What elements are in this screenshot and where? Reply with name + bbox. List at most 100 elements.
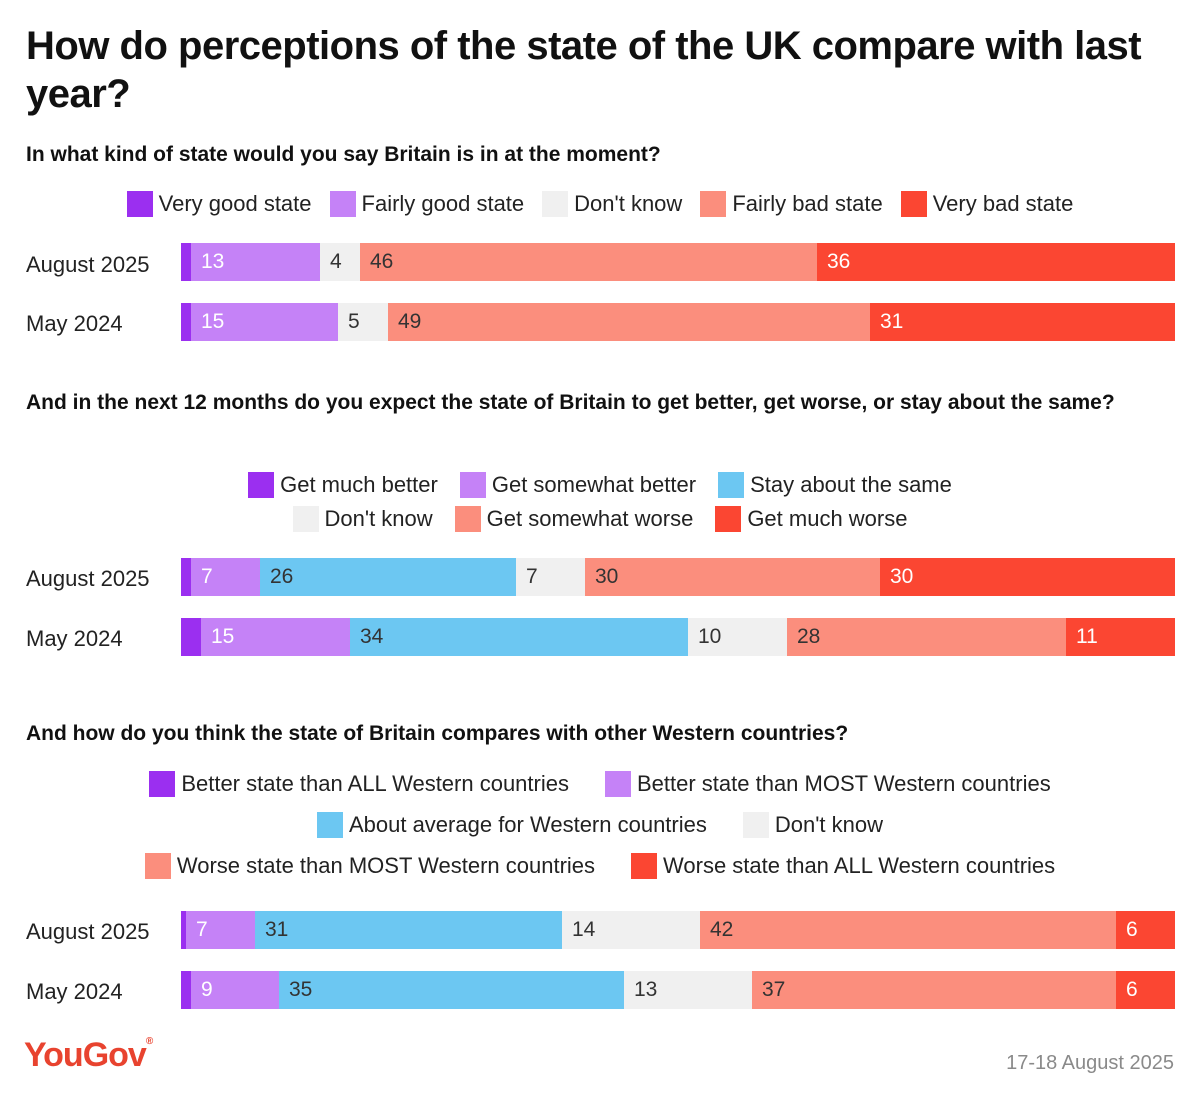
legend-swatch	[248, 472, 275, 498]
legend-western-countries-row-2: About average for Western countries Don't…	[0, 812, 1200, 838]
legend-label: Fairly bad state	[732, 191, 883, 216]
legend-item: Get somewhat worse	[454, 506, 694, 532]
data-label: 46	[370, 250, 394, 273]
data-label: 31	[880, 310, 904, 333]
bar-segment: 13	[191, 243, 320, 281]
bar-segment: 37	[752, 971, 1116, 1009]
bar-segment: 7	[516, 558, 585, 596]
data-label: 49	[398, 310, 422, 333]
bar-segment: 11	[1066, 618, 1175, 656]
row-label: May 2024	[26, 626, 123, 651]
bar-segment: 13	[624, 971, 752, 1009]
bar-segment: 15	[191, 303, 338, 341]
bar-segment: 4	[320, 243, 360, 281]
legend-label: Very bad state	[932, 191, 1074, 216]
data-label: 15	[201, 310, 225, 333]
legend-label: Get somewhat worse	[486, 506, 694, 531]
bar-western-countries-may-2024: 9 35 13 37 6	[181, 971, 1175, 1009]
legend-western-countries-row-3: Worse state than MOST Western countries W…	[0, 853, 1200, 879]
bar-segment: 30	[585, 558, 880, 596]
legend-swatch	[700, 191, 727, 217]
legend-current-state: Very good state Fairly good state Don't kn…	[0, 191, 1200, 217]
row-label: August 2025	[26, 566, 150, 591]
bar-segment: 34	[350, 618, 688, 656]
data-label: 10	[698, 625, 722, 648]
legend-swatch	[459, 472, 486, 498]
legend-swatch	[542, 191, 569, 217]
legend-next-12-months-row-2: Don't know Get somewhat worse Get much wor…	[0, 506, 1200, 532]
legend-swatch	[715, 506, 742, 532]
bar-western-countries-august-2025: 7 31 14 42 6	[181, 911, 1175, 949]
bar-segment	[181, 303, 191, 341]
bar-segment: 7	[186, 911, 255, 949]
data-label: 42	[710, 918, 734, 941]
bar-segment: 31	[870, 303, 1175, 341]
bar-segment: 10	[688, 618, 787, 656]
legend-item: Fairly good state	[329, 191, 525, 217]
legend-label: Very good state	[158, 191, 312, 216]
data-label: 30	[890, 565, 914, 588]
bar-segment: 49	[388, 303, 870, 341]
data-label: 13	[634, 978, 658, 1001]
legend-label: Better state than ALL Western countries	[181, 771, 569, 796]
legend-label: Get somewhat better	[491, 472, 697, 497]
bar-segment: 14	[562, 911, 700, 949]
data-label: 34	[360, 625, 384, 648]
bar-segment: 9	[191, 971, 279, 1009]
legend-item: Get somewhat better	[459, 472, 697, 498]
bar-segment	[181, 243, 191, 281]
legend-item: Don't know	[542, 191, 682, 217]
data-label: 14	[572, 918, 596, 941]
bar-next-12-months-august-2025: 7 26 7 30 30	[181, 558, 1175, 596]
data-label: 30	[595, 565, 619, 588]
bar-next-12-months-may-2024: 15 34 10 28 11	[181, 618, 1175, 656]
legend-label: Fairly good state	[361, 191, 525, 216]
registered-mark: ®	[145, 1036, 154, 1047]
bar-segment: 26	[260, 558, 516, 596]
legend-swatch	[631, 853, 658, 879]
data-label: 6	[1126, 978, 1138, 1001]
data-label: 5	[348, 310, 360, 333]
legend-label: Get much better	[280, 472, 438, 497]
legend-label: Don't know	[324, 506, 433, 531]
legend-swatch	[316, 812, 343, 838]
legend-label: Get much worse	[747, 506, 908, 531]
bar-segment: 30	[880, 558, 1175, 596]
bar-segment: 5	[338, 303, 388, 341]
legend-item: Don't know	[292, 506, 433, 532]
legend-swatch	[292, 506, 319, 532]
legend-item: Worse state than MOST Western countries	[144, 853, 595, 879]
bar-segment: 7	[191, 558, 260, 596]
bar-current-state-may-2024: 15 5 49 31	[181, 303, 1175, 341]
legend-item: Worse state than ALL Western countries	[631, 853, 1055, 879]
bar-segment: 35	[279, 971, 624, 1009]
legend-swatch	[900, 191, 927, 217]
data-label: 7	[196, 918, 208, 941]
legend-swatch	[454, 506, 481, 532]
legend-label: Don't know	[574, 191, 683, 216]
logo-text: YouGov	[24, 1036, 147, 1074]
legend-next-12-months-row-1: Get much better Get somewhat better Stay a…	[0, 472, 1200, 498]
bar-segment: 15	[201, 618, 350, 656]
legend-swatch	[604, 771, 631, 797]
survey-date: 17-18 August 2025	[1006, 1052, 1174, 1074]
legend-item: Don't know	[742, 812, 883, 838]
data-label: 31	[265, 918, 289, 941]
row-label: May 2024	[26, 979, 123, 1004]
bar-segment: 36	[817, 243, 1175, 281]
legend-item: About average for Western countries	[316, 812, 707, 838]
data-label: 7	[526, 565, 538, 588]
bar-segment: 6	[1116, 971, 1175, 1009]
yougov-logo: YouGov®	[24, 1036, 153, 1075]
legend-item: Very bad state	[900, 191, 1074, 217]
legend-item: Get much worse	[715, 506, 907, 532]
bar-segment: 31	[255, 911, 562, 949]
bar-segment: 46	[360, 243, 817, 281]
data-label: 9	[201, 978, 213, 1001]
legend-item: Better state than MOST Western countries	[604, 771, 1051, 797]
row-label: August 2025	[26, 252, 150, 277]
data-label: 28	[797, 625, 821, 648]
data-label: 11	[1076, 625, 1098, 648]
legend-label: About average for Western countries	[348, 812, 707, 837]
bar-segment	[181, 618, 201, 656]
